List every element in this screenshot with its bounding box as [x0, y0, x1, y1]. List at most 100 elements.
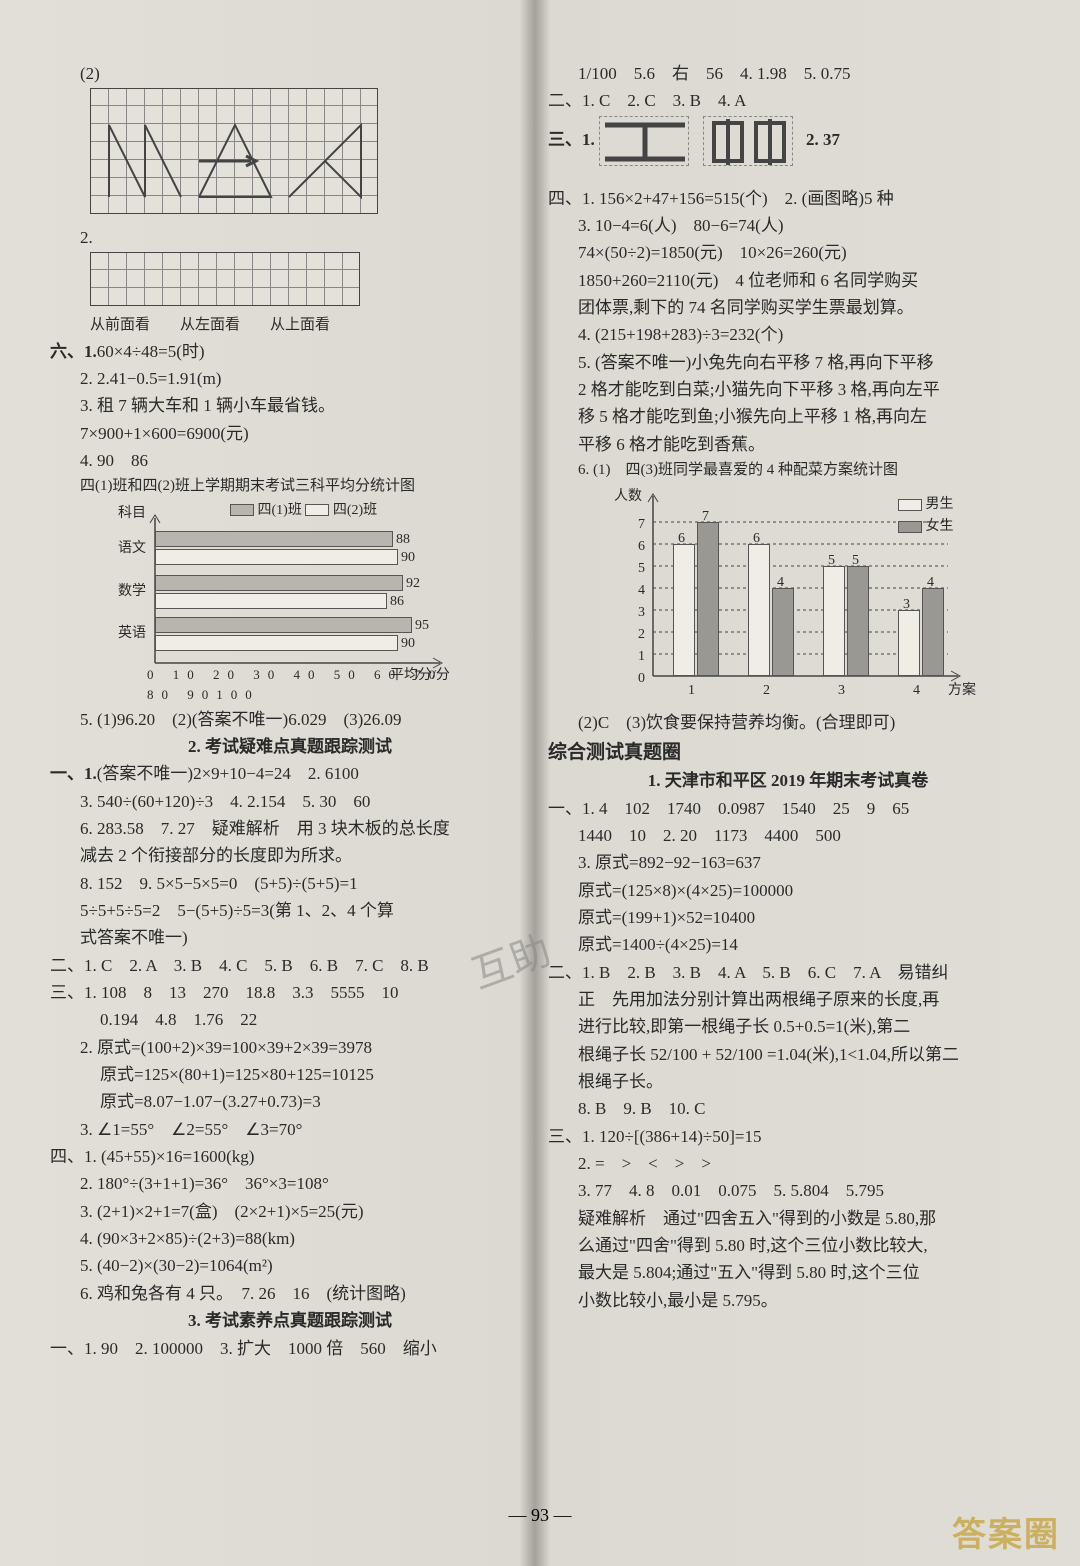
text: 3. 10−4=6(人) 80−6=74(人)	[548, 213, 1028, 239]
text: 4. 90 86	[50, 448, 530, 474]
grid-figure-2	[90, 252, 360, 306]
text: 3. 77 4. 8 0.01 0.075 5. 5.804 5.795	[548, 1178, 1028, 1204]
bar	[673, 544, 695, 676]
view-labels: 从前面看 从左面看 从上面看	[90, 314, 530, 337]
corner-watermark: 答案圈	[952, 1507, 1060, 1556]
section-title: 1. 天津市和平区 2019 年期末考试真卷	[548, 768, 1028, 794]
bar	[823, 566, 845, 676]
text: 三、1. 120÷[(386+14)÷50]=15	[548, 1124, 1028, 1150]
text: 1850+260=2110(元) 4 位老师和 6 名同学购买	[548, 268, 1028, 294]
text: 2. 2.41−0.5=1.91(m)	[50, 366, 530, 392]
text: 3. 租 7 辆大车和 1 辆小车最省钱。	[50, 393, 530, 419]
text: 平移 6 格才能吃到香蕉。	[548, 432, 1028, 458]
text: 原式=1400÷(4×25)=14	[548, 932, 1028, 958]
x-label: 平均分/分	[390, 665, 450, 687]
text: 四、1. 156×2+47+156=515(个) 2. (画图略)5 种	[548, 186, 1028, 212]
text: 根绳子长 52/100 + 52/100 =1.04(米),1<1.04,所以第…	[548, 1042, 1028, 1068]
bar	[155, 635, 398, 651]
cat: 英语	[118, 623, 146, 645]
text: 一、1.(答案不唯一)2×9+10−4=24 2. 6100	[50, 761, 530, 787]
text: 二、1. C 2. C 3. B 4. A	[548, 88, 1028, 114]
text: 1440 10 2. 20 1173 4400 500	[548, 823, 1028, 849]
right-column: 1/100 5.6 右 56 4. 1.98 5. 0.75 二、1. C 2.…	[548, 60, 1028, 1497]
bar	[748, 544, 770, 676]
text: 六、1.60×4÷48=5(时)	[50, 339, 530, 365]
bar	[155, 617, 412, 633]
text: 四、1. (45+55)×16=1600(kg)	[50, 1144, 530, 1170]
text: 正 先用加法分别计算出两根绳子原来的长度,再	[548, 987, 1028, 1013]
label: 2.	[50, 225, 530, 251]
text: 8. B 9. B 10. C	[548, 1096, 1028, 1122]
bar	[155, 593, 387, 609]
bar	[847, 566, 869, 676]
text: 二、1. B 2. B 3. B 4. A 5. B 6. C 7. A 易错纠	[548, 960, 1028, 986]
text: 小数比较小,最小是 5.795。	[548, 1288, 1028, 1314]
text: 4. (90×3+2×85)÷(2+3)=88(km)	[50, 1226, 530, 1252]
label: (2)	[50, 61, 530, 87]
y-label: 科目	[118, 503, 146, 525]
bar	[155, 575, 403, 591]
text: 5. (答案不唯一)小兔先向右平移 7 格,再向下平移	[548, 350, 1028, 376]
legend: 四(1)班 四(2)班	[230, 500, 377, 522]
text: 3. 原式=892−92−163=637	[548, 850, 1028, 876]
text: 么通过"四舍"得到 5.80 时,这个三位小数比较大,	[548, 1233, 1028, 1259]
text: (2)C (3)饮食要保持营养均衡。(合理即可)	[548, 710, 1028, 736]
text: 74×(50÷2)=1850(元) 10×26=260(元)	[548, 240, 1028, 266]
bar	[155, 549, 398, 565]
cat: 语文	[118, 538, 146, 560]
text: 原式=125×(80+1)=125×80+125=10125	[50, 1062, 530, 1088]
text: 根绳子长。	[548, 1069, 1028, 1095]
text: 一、1. 4 102 1740 0.0987 1540 25 9 65	[548, 796, 1028, 822]
val: 90	[401, 547, 415, 569]
val: 92	[406, 573, 420, 595]
val: 95	[415, 615, 429, 637]
text: 原式=8.07−1.07−(3.27+0.73)=3	[50, 1089, 530, 1115]
jia-figure	[703, 116, 793, 166]
left-column: (2) 2. 从前面看 从左面看 从上面看 六、1.60×4÷48=5(时) 2…	[50, 60, 530, 1497]
y-label: 人数	[614, 486, 642, 508]
view-top: 从上面看	[270, 314, 330, 337]
val: 86	[390, 591, 404, 613]
text: 5. (40−2)×(30−2)=1064(m²)	[50, 1253, 530, 1279]
text: 三、1. 108 8 13 270 18.8 3.3 5555 10	[50, 980, 530, 1006]
text: 0.194 4.8 1.76 22	[50, 1007, 530, 1033]
text: 2 格才能吃到白菜;小猫先向下平移 3 格,再向左平	[548, 377, 1028, 403]
section-title: 3. 考试素养点真题跟踪测试	[50, 1308, 530, 1334]
text: 5÷5+5÷5=2 5−(5+5)÷5=3(第 1、2、4 个算	[50, 898, 530, 924]
text: 移 5 格才能吃到鱼;小猴先向上平移 1 格,再向左	[548, 404, 1028, 430]
section-title: 综合测试真题圈	[548, 738, 1028, 767]
text: 3. 540÷(60+120)÷3 4. 2.154 5. 30 60	[50, 789, 530, 815]
text: 6. 283.58 7. 27 疑难解析 用 3 块木板的总长度	[50, 816, 530, 842]
text: 5. (1)96.20 (2)(答案不唯一)6.029 (3)26.09	[50, 707, 530, 733]
val: 90	[401, 633, 415, 655]
text: 疑难解析 通过"四舍五入"得到的小数是 5.80,那	[548, 1206, 1028, 1232]
text: 进行比较,即第一根绳子长 0.5+0.5=1(米),第二	[548, 1014, 1028, 1040]
view-left: 从左面看	[180, 314, 240, 337]
text: 8. 152 9. 5×5−5×5=0 (5+5)÷(5+5)=1	[50, 871, 530, 897]
text: 2. = > < > >	[548, 1151, 1028, 1177]
text: 原式=(199+1)×52=10400	[548, 905, 1028, 931]
text: 三、1. 2. 37	[548, 116, 1028, 166]
text: 原式=(125×8)×(4×25)=100000	[548, 878, 1028, 904]
text: 一、1. 90 2. 100000 3. 扩大 1000 倍 560 缩小	[50, 1336, 530, 1362]
text: 1/100 5.6 右 56 4. 1.98 5. 0.75	[548, 61, 1028, 87]
text: 6. 鸡和兔各有 4 只。 7. 26 16 (统计图略)	[50, 1281, 530, 1307]
legend: 男生 女生	[898, 494, 954, 537]
text: 团体票,剩下的 74 名同学购买学生票最划算。	[548, 295, 1028, 321]
bar	[922, 588, 944, 676]
horizontal-bar-chart: 科目 语文 数学 英语 88 90 92 86 95 90 0 10 20 30…	[100, 503, 460, 703]
text: 3. ∠1=55° ∠2=55° ∠3=70°	[50, 1117, 530, 1143]
grid-shapes	[91, 89, 379, 215]
bar	[772, 588, 794, 676]
text: 二、1. C 2. A 3. B 4. C 5. B 6. B 7. C 8. …	[50, 953, 530, 979]
text: 最大是 5.804;通过"五入"得到 5.80 时,这个三位	[548, 1260, 1028, 1286]
grid-figure-1	[90, 88, 378, 214]
chart-title: 6. (1) 四(3)班同学最喜爱的 4 种配菜方案统计图	[548, 459, 1028, 482]
chart-title: 四(1)班和四(2)班上学期期末考试三科平均分统计图	[50, 475, 530, 498]
gong-figure	[599, 116, 689, 166]
text: 减去 2 个衔接部分的长度即为所求。	[50, 843, 530, 869]
bar	[697, 522, 719, 676]
text: 2. 180°÷(3+1+1)=36° 36°×3=108°	[50, 1171, 530, 1197]
view-front: 从前面看	[90, 314, 150, 337]
text: 7×900+1×600=6900(元)	[50, 421, 530, 447]
